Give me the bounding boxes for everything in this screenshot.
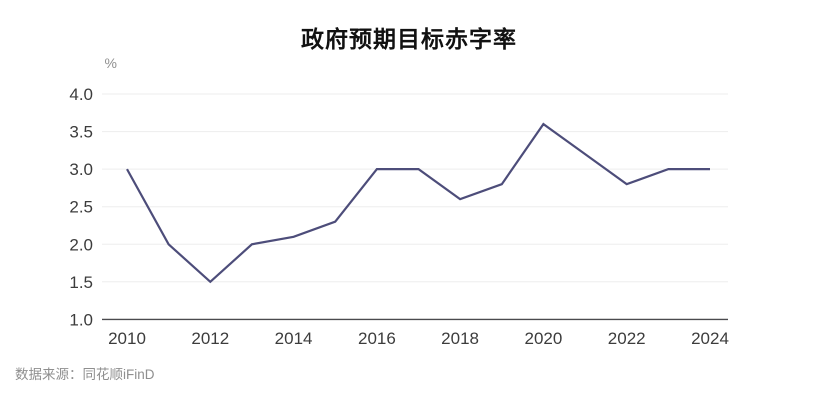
source-note: 数据来源：同花顺iFinD	[15, 367, 155, 382]
y-tick-label: 2.0	[69, 235, 93, 254]
x-tick-label: 2010	[108, 329, 146, 348]
y-tick-label: 4.0	[69, 85, 93, 104]
x-tick-label: 2024	[691, 329, 729, 348]
x-tick-label: 2018	[441, 329, 479, 348]
chart-title: 政府预期目标赤字率	[301, 26, 517, 52]
y-axis-unit-label: %	[105, 55, 117, 71]
y-tick-label: 3.5	[69, 123, 93, 142]
deficit-rate-line	[126, 122, 710, 284]
y-tick-label: 1.5	[69, 273, 93, 292]
x-tick-label: 2014	[275, 329, 313, 348]
x-tick-label: 2022	[608, 329, 646, 348]
y-tick-label: 2.5	[69, 198, 93, 217]
x-tick-label: 2016	[358, 329, 396, 348]
x-tick-label: 2012	[191, 329, 229, 348]
x-tick-label: 2020	[524, 329, 562, 348]
y-tick-label: 1.0	[69, 310, 93, 329]
y-tick-label: 3.0	[69, 160, 93, 179]
